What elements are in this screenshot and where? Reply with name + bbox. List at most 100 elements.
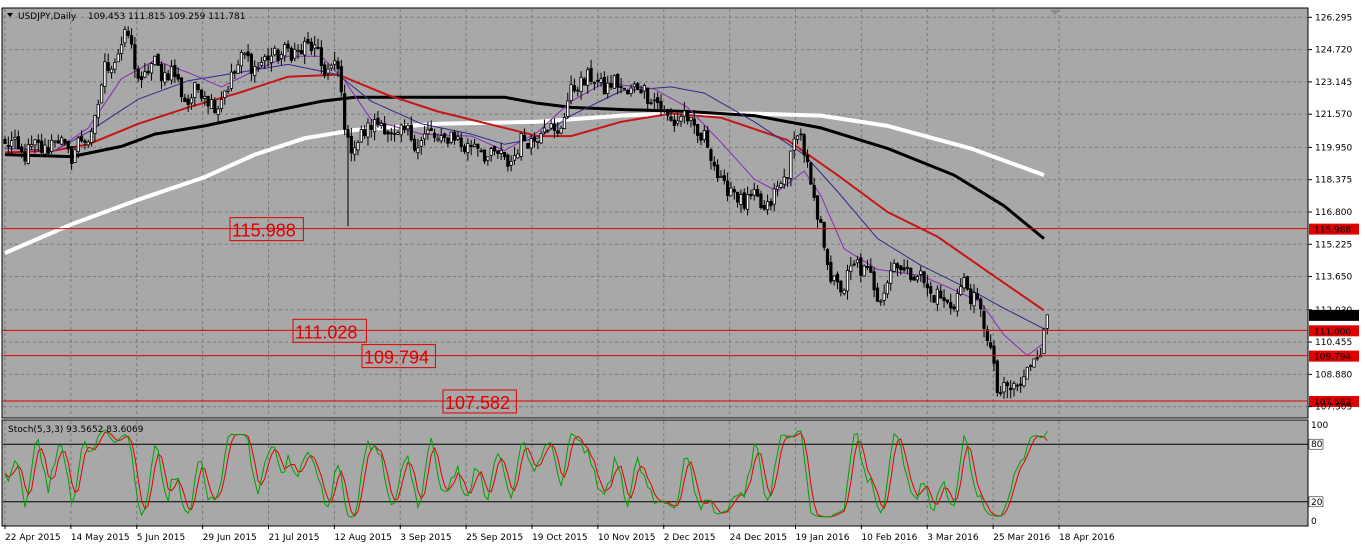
- candle-body: [23, 151, 27, 162]
- candle-body: [1029, 365, 1033, 367]
- candle-body: [459, 137, 463, 147]
- candle-body: [13, 136, 17, 140]
- price-tick-label: 119.950: [1315, 143, 1352, 153]
- candle-body: [556, 130, 560, 134]
- candle-body: [736, 191, 740, 203]
- stoch-scale-label: 100: [1311, 421, 1328, 431]
- level-axis-tag-label: 115.988: [1314, 226, 1351, 236]
- candle-body: [862, 265, 866, 277]
- candle-body: [616, 73, 620, 88]
- candle-body: [959, 286, 963, 295]
- candle-body: [40, 140, 44, 153]
- candle-body: [399, 124, 403, 136]
- candle-body: [656, 97, 660, 104]
- candle-body: [119, 44, 124, 55]
- candle-body: [266, 55, 270, 61]
- stoch-main-line: [4, 429, 1048, 518]
- candle-body: [336, 60, 340, 70]
- candle-body: [353, 147, 357, 155]
- candle-body: [56, 140, 60, 144]
- candle-body: [782, 176, 786, 185]
- candle-body: [412, 138, 417, 151]
- candle-body: [26, 144, 30, 164]
- candle-body: [589, 67, 593, 82]
- candle-body: [116, 53, 120, 63]
- candle-body: [363, 129, 367, 136]
- candle-body: [529, 138, 533, 149]
- candle-body: [279, 54, 283, 60]
- scroll-marker-icon[interactable]: [1050, 10, 1060, 15]
- price-tick-label: 116.800: [1315, 208, 1352, 218]
- candle-body: [376, 117, 380, 126]
- candle-body: [482, 149, 487, 162]
- candle-body: [519, 133, 523, 157]
- candle-body: [975, 293, 979, 300]
- candle-body: [346, 129, 350, 138]
- candle-body: [962, 277, 966, 289]
- candle-body: [223, 90, 227, 98]
- price-tick-label: 115.225: [1315, 240, 1352, 250]
- candle-body: [795, 135, 800, 140]
- candle-body: [805, 154, 810, 162]
- candle-body: [672, 119, 676, 126]
- candle-body: [1012, 383, 1016, 390]
- candle-body: [1022, 376, 1026, 387]
- candle-body: [239, 52, 244, 67]
- candle-body: [496, 150, 500, 154]
- candle-body: [283, 44, 287, 57]
- collapse-arrow-icon[interactable]: [7, 13, 13, 17]
- candle-body: [96, 104, 100, 119]
- candle-body: [50, 139, 54, 152]
- level-label-box: [229, 217, 304, 242]
- candle-body: [569, 84, 573, 102]
- candles: [3, 26, 1049, 399]
- candle-body: [373, 119, 377, 133]
- candle-body: [472, 143, 477, 147]
- candle-body: [662, 109, 666, 112]
- candle-body: [719, 175, 723, 178]
- candle-body: [576, 89, 580, 92]
- candle-body: [522, 134, 527, 142]
- price-axis: 126.295 124.720 123.145 121.570 119.950 118.3…: [1308, 13, 1352, 413]
- date-tick-label: 19 Jan 2016: [796, 533, 850, 543]
- candle-body: [169, 66, 174, 81]
- candle-body: [579, 76, 583, 93]
- candle-body: [113, 62, 117, 70]
- candle-body: [592, 82, 597, 85]
- stoch-scale-label: 20: [1311, 498, 1323, 508]
- level-label-box: [292, 318, 367, 343]
- level-label: 109.794: [364, 348, 429, 368]
- candle-body: [772, 188, 776, 205]
- candle-body: [63, 139, 67, 144]
- date-tick-label: 12 Aug 2015: [334, 533, 392, 543]
- ohlc-label: 109.453 111.815 109.259 111.781: [88, 12, 245, 22]
- candle-body: [73, 149, 77, 164]
- candle-body: [66, 141, 70, 150]
- candle-body: [512, 155, 517, 161]
- candle-body: [313, 44, 317, 49]
- horizontal-levels: 115.988 115.988 111.028 111.000 109.794 109.7…: [3, 217, 1359, 414]
- candle-body: [249, 53, 254, 74]
- date-tick-label: 21 Jul 2015: [269, 533, 320, 543]
- candle-body: [1045, 314, 1049, 329]
- stoch-label: Stoch(5,3,3) 93.5652 83.6069: [8, 425, 144, 435]
- candle-body: [446, 137, 450, 144]
- candle-body: [779, 183, 783, 188]
- level-label-box: [361, 344, 436, 369]
- candle-body: [263, 56, 267, 62]
- candle-body: [666, 109, 670, 116]
- candle-body: [226, 89, 230, 92]
- candle-body: [819, 219, 823, 223]
- candle-body: [303, 41, 307, 56]
- candle-body: [532, 136, 537, 142]
- candle-body: [10, 140, 14, 147]
- date-tick-label: 29 Jun 2015: [203, 533, 257, 543]
- stochastic-lines: [4, 429, 1048, 518]
- candle-body: [416, 147, 420, 154]
- candle-body: [146, 70, 150, 74]
- candle-body: [629, 87, 633, 94]
- level-axis-tag-label: 111.000: [1314, 327, 1351, 337]
- candle-body: [789, 150, 793, 179]
- candle-body: [875, 287, 880, 302]
- candle-body: [143, 71, 147, 78]
